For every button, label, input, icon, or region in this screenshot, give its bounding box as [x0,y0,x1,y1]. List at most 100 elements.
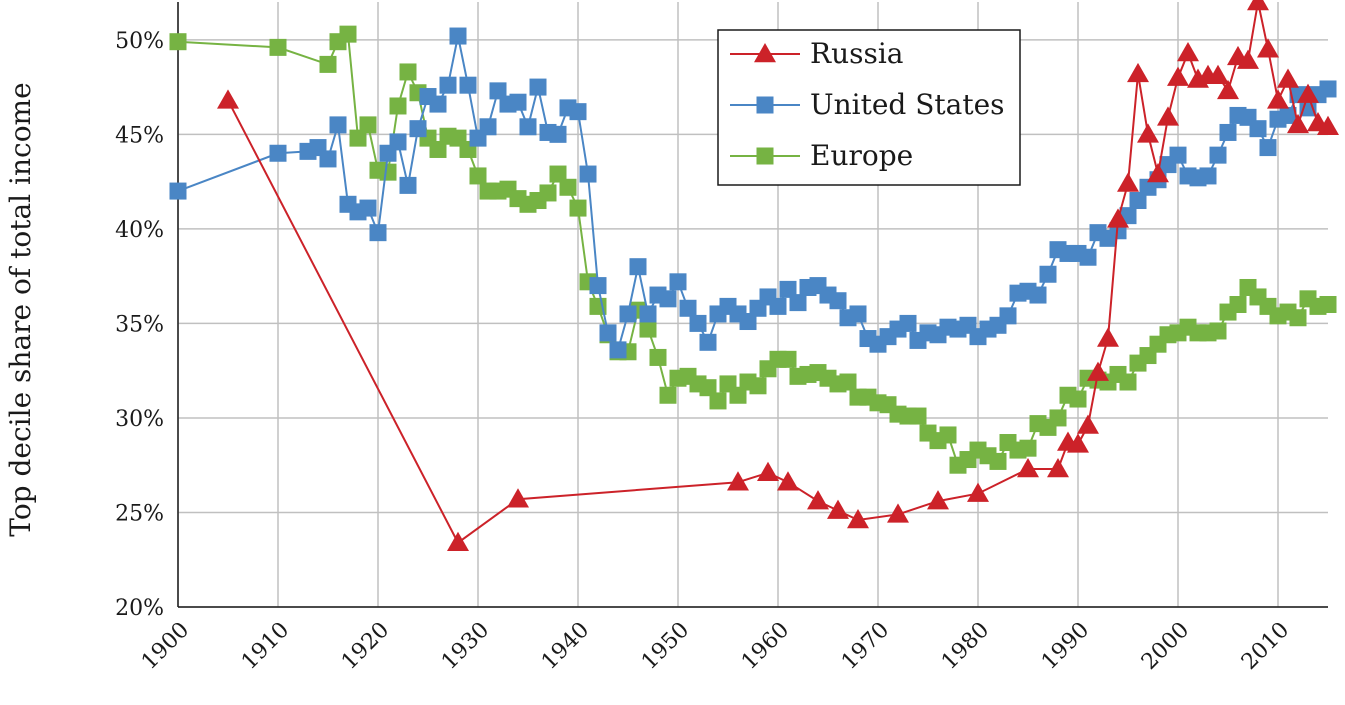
data-point-united-states [689,314,707,332]
data-point-europe [709,392,727,410]
data-point-russia [447,531,469,551]
data-point-united-states [1039,265,1057,283]
data-point-russia [1257,38,1279,58]
data-point-russia [1207,64,1229,84]
data-point-europe [909,407,927,425]
data-point-russia [777,471,799,491]
data-point-europe [549,165,567,183]
x-tick-label: 1930 [437,618,494,675]
data-point-europe [939,426,957,444]
data-point-russia [1297,83,1319,103]
data-point-united-states [1209,146,1227,164]
y-tick-label: 50% [115,29,164,54]
data-point-europe [1069,390,1087,408]
legend-entry-united-states: United States [730,88,1005,121]
data-point-united-states [319,150,337,168]
data-point-europe [1019,439,1037,457]
data-point-russia [847,509,869,529]
legend-entry-europe: Europe [730,139,913,172]
data-point-russia [1137,123,1159,143]
data-point-russia [1157,106,1179,126]
data-point-united-states [699,333,717,351]
x-tick-label: 2010 [1237,618,1294,675]
data-point-united-states [479,118,497,136]
data-point-russia [827,499,849,519]
data-point-russia [887,503,909,523]
data-point-united-states [849,305,867,323]
data-point-russia [1047,457,1069,478]
legend-marker-russia [754,43,776,63]
data-point-united-states [429,95,447,113]
data-point-russia [1147,163,1169,183]
data-point-united-states [789,294,807,312]
data-point-united-states [769,297,787,315]
data-point-europe [839,373,857,391]
data-point-russia [727,471,749,491]
data-point-europe [469,167,487,185]
x-tick-label: 1910 [237,618,294,675]
data-point-united-states [599,324,617,342]
data-point-united-states [1249,120,1267,138]
data-point-europe [1119,373,1137,391]
data-point-united-states [629,258,647,276]
data-point-russia [217,89,239,109]
x-tick-label: 1950 [637,618,694,675]
series-united-states [169,27,1337,359]
data-point-united-states [829,292,847,310]
data-point-united-states [1299,99,1317,117]
data-point-russia [1317,115,1339,136]
data-point-united-states [509,93,527,111]
legend: Russia United States Europe [717,29,1021,186]
data-point-united-states [779,280,797,298]
x-tick-label: 1990 [1037,618,1094,675]
data-point-europe [699,379,717,397]
data-point-united-states [369,224,387,242]
data-point-europe [399,63,417,81]
data-point-europe [389,97,407,115]
data-point-europe [779,350,797,368]
x-tick-label: 1960 [737,618,794,675]
data-point-united-states [449,27,467,45]
data-point-russia [927,490,949,510]
data-point-united-states [1199,167,1217,185]
data-point-united-states [329,116,347,134]
data-point-europe [539,184,557,202]
data-point-russia [1247,0,1269,11]
data-point-united-states [659,290,677,308]
data-point-united-states [519,118,537,136]
data-point-russia [1177,42,1199,62]
data-point-united-states [1279,106,1297,124]
data-point-europe [349,129,367,147]
data-point-europe [659,386,677,404]
data-point-russia [967,482,989,502]
legend-label-europe: Europe [810,139,913,172]
data-point-united-states [1169,146,1187,164]
data-point-europe [989,452,1007,470]
x-tick-label: 1940 [537,618,594,675]
data-point-united-states [589,277,607,295]
data-point-united-states [359,199,377,217]
data-point-russia [1277,68,1299,88]
data-point-united-states [619,305,637,323]
data-point-europe [379,163,397,181]
y-tick-label: 20% [115,596,164,621]
x-tick-label: 2000 [1137,618,1194,675]
data-point-united-states [439,76,457,94]
data-point-russia [1237,49,1259,69]
data-point-united-states [1259,139,1277,157]
data-point-russia [1067,433,1089,453]
data-point-europe [749,377,767,395]
data-point-russia [757,461,779,482]
y-axis-title: Top decile share of total income [4,82,37,536]
data-point-united-states [1319,80,1337,98]
series-layer [169,0,1339,551]
data-point-united-states [639,305,657,323]
data-point-united-states [569,103,587,121]
legend-entry-russia: Russia [730,37,904,70]
data-point-russia [1077,414,1099,434]
data-point-united-states [739,313,757,331]
data-point-united-states [489,82,507,100]
axes: 1900 1910 1920 1930 1940 1950 1960 1970 1980 1990… [4,2,1328,675]
data-point-russia [1097,327,1119,347]
